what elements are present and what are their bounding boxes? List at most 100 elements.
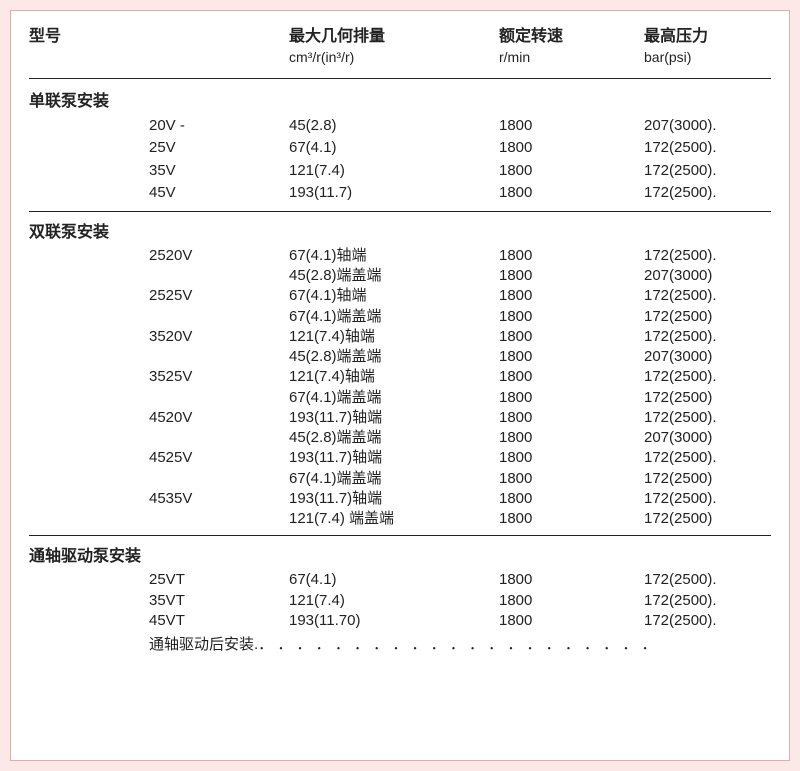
table-row: 3520V121(7.4)轴端1800172(2500). — [29, 327, 771, 347]
table-row: 67(4.1)端盖端1800172(2500) — [29, 469, 771, 489]
cell-pressure: 172(2500). — [644, 448, 771, 468]
spacer — [29, 137, 149, 160]
cell-pressure: 207(3000) — [644, 347, 771, 367]
cell-displacement: 67(4.1)端盖端 — [289, 469, 499, 489]
spacer — [29, 611, 149, 631]
cell-displacement: 121(7.4) — [289, 591, 499, 611]
cell-pressure: 172(2500) — [644, 509, 771, 529]
cell-displacement: 67(4.1)端盖端 — [289, 307, 499, 327]
col-header-displacement: 最大几何排量 cm³/r(in³/r) — [289, 27, 499, 66]
cell-pressure: 172(2500). — [644, 408, 771, 428]
cell-speed: 1800 — [499, 137, 644, 160]
spacer — [29, 347, 149, 367]
table-row: 25V67(4.1)1800172(2500). — [29, 137, 771, 160]
cell-model: 35VT — [149, 591, 289, 611]
cell-model: 25V — [149, 137, 289, 160]
cell-pressure: 172(2500). — [644, 367, 771, 387]
table-row: 2525V67(4.1)轴端1800172(2500). — [29, 286, 771, 306]
cell-displacement: 193(11.7)轴端 — [289, 448, 499, 468]
spacer — [29, 182, 149, 205]
table-row: 45VT193(11.70)1800172(2500). — [29, 611, 771, 631]
table-row: 2520V67(4.1)轴端1800172(2500). — [29, 246, 771, 266]
cell-pressure: 172(2500). — [644, 489, 771, 509]
table-header-row: 型号 最大几何排量 cm³/r(in³/r) 额定转速 r/min 最高压力 b… — [29, 27, 771, 72]
cell-pressure: 172(2500). — [644, 182, 771, 205]
cell-pressure: 207(3000). — [644, 115, 771, 138]
cell-pressure: 207(3000) — [644, 428, 771, 448]
spacer — [29, 388, 149, 408]
table-row: 4520V193(11.7)轴端1800172(2500). — [29, 408, 771, 428]
table-row: 20V -45(2.8)1800207(3000). — [29, 115, 771, 138]
cell-displacement: 121(7.4)轴端 — [289, 367, 499, 387]
cell-displacement: 45(2.8)端盖端 — [289, 428, 499, 448]
col-header-model: 型号 — [29, 27, 289, 66]
cell-pressure: 172(2500). — [644, 246, 771, 266]
table-row: 3525V121(7.4)轴端1800172(2500). — [29, 367, 771, 387]
table-row: 45V193(11.7)1800172(2500). — [29, 182, 771, 205]
spacer — [29, 448, 149, 468]
cell-speed: 1800 — [499, 286, 644, 306]
table-row: 45(2.8)端盖端1800207(3000) — [29, 428, 771, 448]
spacer — [29, 428, 149, 448]
cell-speed: 1800 — [499, 367, 644, 387]
cell-speed: 1800 — [499, 266, 644, 286]
cell-displacement: 45(2.8)端盖端 — [289, 347, 499, 367]
spacer — [29, 509, 149, 529]
spacer — [29, 246, 149, 266]
cell-pressure: 172(2500) — [644, 388, 771, 408]
section-title: 单联泵安装 — [29, 87, 771, 111]
spacer — [29, 115, 149, 138]
table-row: 35V121(7.4)1800172(2500). — [29, 160, 771, 183]
cell-displacement: 67(4.1)轴端 — [289, 286, 499, 306]
cell-pressure: 207(3000) — [644, 266, 771, 286]
spacer — [29, 266, 149, 286]
cell-model — [149, 469, 289, 489]
cell-displacement: 121(7.4)轴端 — [289, 327, 499, 347]
cell-displacement: 193(11.7)轴端 — [289, 489, 499, 509]
cell-pressure: 172(2500). — [644, 286, 771, 306]
cell-displacement: 193(11.7) — [289, 182, 499, 205]
cell-speed: 1800 — [499, 327, 644, 347]
table-row: 121(7.4) 端盖端1800172(2500) — [29, 509, 771, 529]
cell-displacement: 121(7.4) — [289, 160, 499, 183]
cell-displacement: 67(4.1) — [289, 570, 499, 590]
cell-speed: 1800 — [499, 115, 644, 138]
table-row: 4525V193(11.7)轴端1800172(2500). — [29, 448, 771, 468]
cell-pressure: 172(2500). — [644, 591, 771, 611]
spacer — [29, 286, 149, 306]
cell-speed: 1800 — [499, 246, 644, 266]
cell-displacement: 45(2.8) — [289, 115, 499, 138]
section-rule — [29, 535, 771, 536]
spec-table-card: 型号 最大几何排量 cm³/r(in³/r) 额定转速 r/min 最高压力 b… — [10, 10, 790, 761]
cell-speed: 1800 — [499, 307, 644, 327]
table-row: 25VT67(4.1)1800172(2500). — [29, 570, 771, 590]
cell-displacement: 193(11.7)轴端 — [289, 408, 499, 428]
cell-speed: 1800 — [499, 408, 644, 428]
cell-pressure: 172(2500) — [644, 307, 771, 327]
spacer — [29, 489, 149, 509]
table-row: 4535V193(11.7)轴端1800172(2500). — [29, 489, 771, 509]
col-header-speed: 额定转速 r/min — [499, 27, 644, 66]
table-row: 67(4.1)端盖端1800172(2500) — [29, 307, 771, 327]
spacer — [29, 591, 149, 611]
cell-pressure: 172(2500) — [644, 469, 771, 489]
cell-model — [149, 347, 289, 367]
cell-model: 2520V — [149, 246, 289, 266]
cell-model — [149, 509, 289, 529]
spacer — [29, 160, 149, 183]
cell-speed: 1800 — [499, 489, 644, 509]
table-row: 45(2.8)端盖端1800207(3000) — [29, 266, 771, 286]
cell-displacement: 45(2.8)端盖端 — [289, 266, 499, 286]
cell-pressure: 172(2500). — [644, 137, 771, 160]
cell-model: 3525V — [149, 367, 289, 387]
cell-pressure: 172(2500). — [644, 570, 771, 590]
cell-displacement: 67(4.1) — [289, 137, 499, 160]
cell-pressure: 172(2500). — [644, 327, 771, 347]
cell-speed: 1800 — [499, 591, 644, 611]
cell-model: 4520V — [149, 408, 289, 428]
cell-speed: 1800 — [499, 448, 644, 468]
cell-speed: 1800 — [499, 160, 644, 183]
cell-pressure: 172(2500). — [644, 611, 771, 631]
table-row: 35VT121(7.4)1800172(2500). — [29, 591, 771, 611]
cell-model: 2525V — [149, 286, 289, 306]
